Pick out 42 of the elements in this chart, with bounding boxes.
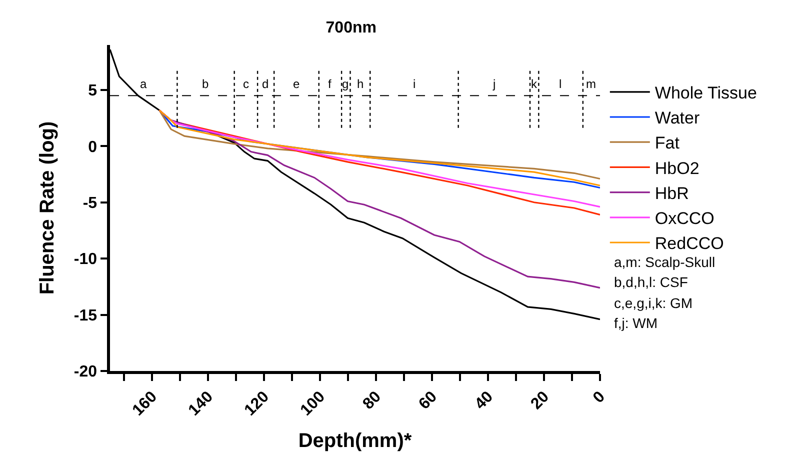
x-axis-title: Depth(mm)* [298, 430, 412, 452]
text: f,j: WM [614, 315, 658, 331]
x-tick-label: 40 [472, 388, 497, 414]
annotation: b [202, 77, 209, 91]
x-tick-label: 120 [242, 388, 273, 420]
y-tick-label: 5 [88, 82, 98, 100]
legend-label: Whole Tissue [654, 84, 757, 103]
text: a,m: Scalp-Skull [614, 254, 716, 270]
x-tick-label: 80 [360, 388, 385, 414]
legend-label: Fat [654, 134, 680, 153]
legend-label: HbO2 [654, 158, 700, 178]
y-tick-label: -10 [74, 251, 98, 268]
text: c,e,g,i,k: GM [614, 295, 693, 311]
annotation: g [342, 77, 349, 91]
text: b,d,h,l: CSF [614, 274, 688, 290]
legend-label: RedCCO [654, 234, 724, 254]
x-tick-label: 20 [528, 388, 553, 414]
legend-label: Water [654, 108, 700, 128]
annotation: a [140, 77, 147, 91]
x-tick-label: 160 [130, 388, 161, 420]
annotation: k [531, 77, 538, 91]
annotation: m [586, 77, 596, 91]
annotation: e [293, 77, 300, 91]
y-tick-label: 0 [88, 138, 98, 156]
x-tick-label: 0 [590, 388, 609, 407]
annotation: h [357, 77, 364, 91]
x-tick-label: 100 [298, 388, 329, 420]
annotation: l [559, 77, 562, 91]
legend-label: HbR [654, 184, 689, 203]
y-tick-label: -15 [74, 307, 98, 324]
y-tick-label: -5 [82, 194, 98, 212]
annotation: f [328, 77, 332, 91]
legend-label: OxCCO [654, 209, 714, 228]
y-tick-label: -20 [74, 364, 98, 381]
y-axis-title: Fluence Rate (log) [36, 121, 58, 295]
x-tick-label: 140 [186, 388, 217, 420]
x-tick-label: 60 [416, 388, 441, 414]
chart-title: 700nm [326, 20, 376, 37]
annotation: c [243, 77, 249, 91]
annotation: i [413, 77, 416, 91]
annotation: j [492, 77, 496, 91]
annotation: d [262, 77, 269, 91]
